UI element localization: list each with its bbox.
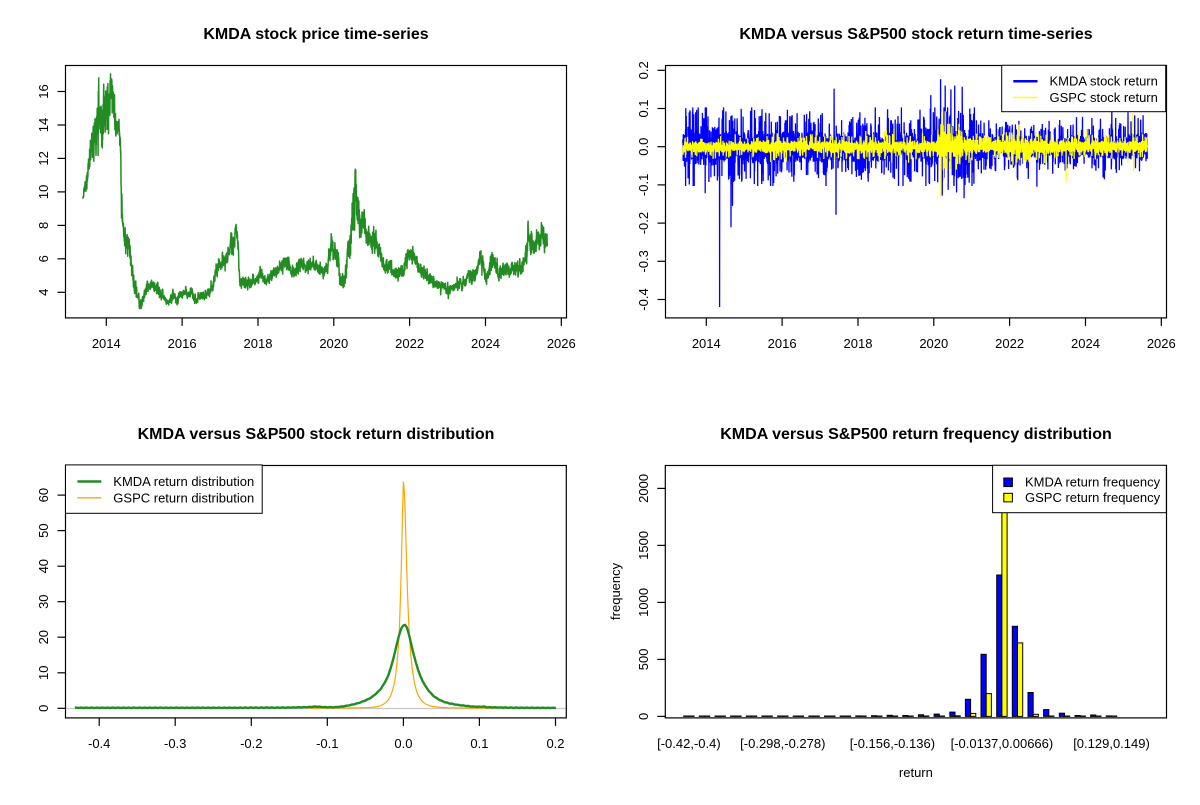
svg-text:[-0.298,-0.278): [-0.298,-0.278): [740, 736, 825, 751]
svg-text:2024: 2024: [1071, 336, 1100, 351]
svg-text:2014: 2014: [692, 336, 721, 351]
svg-text:[0.129,0.149): [0.129,0.149): [1073, 736, 1150, 751]
svg-text:2018: 2018: [844, 336, 873, 351]
svg-text:-0.1: -0.1: [316, 736, 338, 751]
svg-text:2018: 2018: [244, 336, 273, 351]
svg-text:-0.2: -0.2: [240, 736, 262, 751]
svg-text:14: 14: [36, 118, 51, 132]
svg-text:GSPC return distribution: GSPC return distribution: [113, 490, 254, 505]
svg-text:40: 40: [36, 559, 51, 573]
svg-text:2016: 2016: [768, 336, 797, 351]
svg-text:8: 8: [36, 222, 51, 229]
svg-text:-0.4: -0.4: [88, 736, 110, 751]
svg-text:2026: 2026: [1147, 336, 1176, 351]
svg-text:GSPC return frequency: GSPC return frequency: [1025, 490, 1161, 505]
svg-text:2000: 2000: [636, 474, 651, 503]
svg-text:60: 60: [36, 488, 51, 502]
svg-text:50: 50: [36, 523, 51, 537]
svg-text:-0.3: -0.3: [636, 250, 651, 272]
svg-text:-0.1: -0.1: [636, 174, 651, 196]
svg-text:12: 12: [36, 151, 51, 165]
svg-text:1000: 1000: [636, 588, 651, 617]
svg-text:0.0: 0.0: [394, 736, 412, 751]
svg-text:1500: 1500: [636, 531, 651, 560]
svg-text:KMDA versus S&P500 return freq: KMDA versus S&P500 return frequency dist…: [720, 426, 1112, 443]
svg-text:0.2: 0.2: [546, 736, 564, 751]
svg-text:16: 16: [36, 84, 51, 98]
svg-text:-0.2: -0.2: [636, 212, 651, 234]
svg-text:2024: 2024: [471, 336, 500, 351]
svg-text:500: 500: [636, 649, 651, 671]
svg-text:10: 10: [36, 185, 51, 199]
svg-text:2022: 2022: [395, 336, 424, 351]
svg-text:KMDA return distribution: KMDA return distribution: [113, 474, 254, 489]
svg-text:0: 0: [36, 705, 51, 712]
svg-text:2026: 2026: [547, 336, 576, 351]
svg-text:0.1: 0.1: [470, 736, 488, 751]
svg-text:10: 10: [36, 666, 51, 680]
svg-text:20: 20: [36, 630, 51, 644]
svg-text:6: 6: [36, 255, 51, 262]
svg-text:KMDA stock price time-series: KMDA stock price time-series: [203, 26, 428, 43]
svg-text:frequency: frequency: [608, 562, 623, 620]
svg-text:30: 30: [36, 594, 51, 608]
svg-text:2016: 2016: [168, 336, 197, 351]
svg-text:-0.4: -0.4: [636, 288, 651, 310]
svg-text:0.2: 0.2: [636, 61, 651, 79]
svg-text:KMDA return frequency: KMDA return frequency: [1025, 475, 1161, 490]
svg-text:0.1: 0.1: [636, 99, 651, 117]
svg-text:2020: 2020: [319, 336, 348, 351]
svg-text:[-0.0137,0.00666): [-0.0137,0.00666): [951, 736, 1054, 751]
svg-text:0: 0: [636, 713, 651, 720]
svg-text:GSPC stock return: GSPC stock return: [1050, 90, 1158, 105]
svg-text:-0.3: -0.3: [164, 736, 186, 751]
svg-text:KMDA stock return: KMDA stock return: [1050, 74, 1158, 89]
svg-text:KMDA versus S&P500 stock retur: KMDA versus S&P500 stock return time-ser…: [739, 26, 1092, 43]
svg-text:0.0: 0.0: [636, 138, 651, 156]
svg-text:2014: 2014: [92, 336, 121, 351]
svg-text:2020: 2020: [919, 336, 948, 351]
svg-text:2022: 2022: [995, 336, 1024, 351]
svg-text:return: return: [899, 765, 933, 780]
svg-text:[-0.42,-0.4): [-0.42,-0.4): [657, 736, 721, 751]
svg-text:4: 4: [36, 289, 51, 296]
svg-text:KMDA versus S&P500 stock retur: KMDA versus S&P500 stock return distribu…: [138, 426, 495, 443]
svg-text:[-0.156,-0.136): [-0.156,-0.136): [850, 736, 935, 751]
